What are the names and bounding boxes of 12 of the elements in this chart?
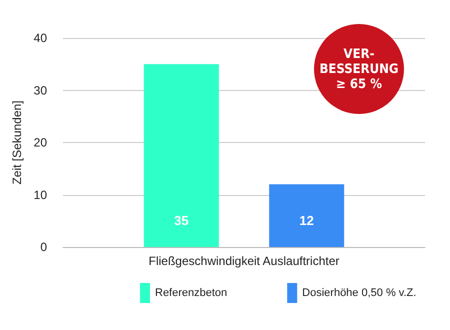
y-tick-label: 0 — [40, 240, 48, 254]
y-tick-label: 10 — [34, 188, 48, 202]
legend-label: Referenzbeton — [155, 287, 228, 299]
legend-label: Dosierhöhe 0,50 % v.Z. — [302, 287, 416, 299]
circle-badge: VER- BESSERUNG ≥ 65 % — [314, 24, 404, 114]
data-label: 35 — [174, 213, 189, 228]
y-tick-label: 20 — [34, 136, 48, 150]
y-tick-label: 30 — [34, 83, 48, 98]
data-label: 12 — [299, 213, 314, 228]
y-axis-title: Zeit [Sekunden] — [10, 100, 24, 185]
x-tick-label: Fließgeschwindigkeit Auslauftrichter — [148, 254, 340, 268]
y-tick-label: 40 — [34, 31, 48, 45]
